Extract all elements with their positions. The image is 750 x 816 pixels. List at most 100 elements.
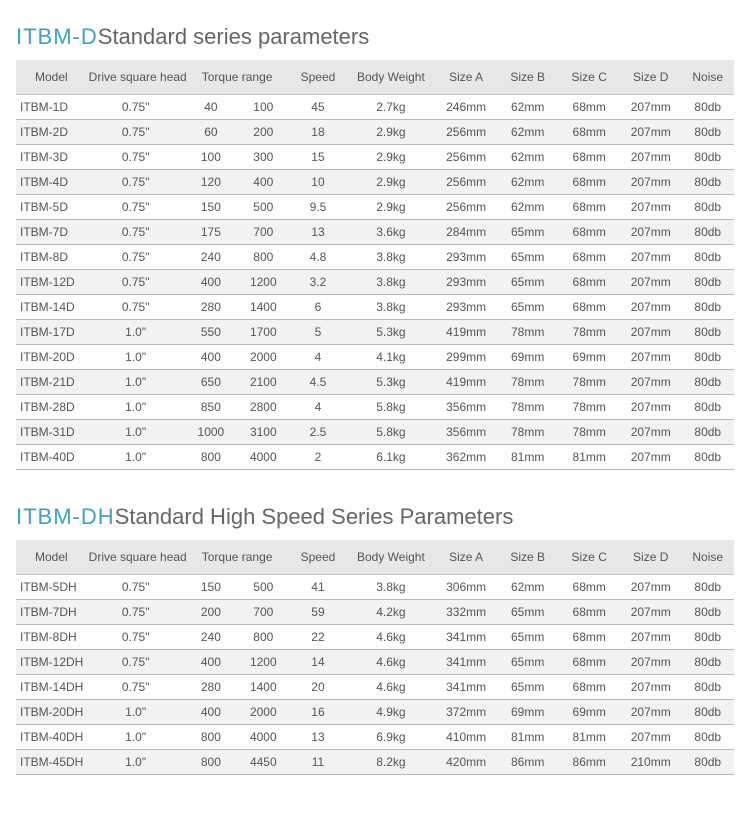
- cell: 80db: [681, 420, 734, 445]
- cell: 240: [185, 625, 237, 650]
- cell: 6.1kg: [346, 445, 435, 470]
- cell: 207mm: [620, 370, 682, 395]
- cell: 256mm: [435, 145, 497, 170]
- cell: ITBM-20D: [16, 345, 87, 370]
- table-row: ITBM-8DH0.75"240800224.6kg341mm65mm68mm2…: [16, 625, 734, 650]
- cell: 80db: [681, 575, 734, 600]
- cell: 500: [237, 575, 289, 600]
- th-noise: Noise: [681, 540, 734, 575]
- cell: 332mm: [435, 600, 497, 625]
- th-noise: Noise: [681, 60, 734, 95]
- cell: 68mm: [558, 600, 620, 625]
- cell: 300: [237, 145, 289, 170]
- th-speed: Speed: [290, 540, 347, 575]
- cell: 800: [237, 625, 289, 650]
- cell: 18: [290, 120, 347, 145]
- cell: ITBM-7D: [16, 220, 87, 245]
- cell: 4.6kg: [346, 625, 435, 650]
- cell: 80db: [681, 270, 734, 295]
- table-row: ITBM-20DH1.0"4002000164.9kg372mm69mm69mm…: [16, 700, 734, 725]
- table-row: ITBM-8D0.75"2408004.83.8kg293mm65mm68mm2…: [16, 245, 734, 270]
- cell: 1.0": [87, 370, 185, 395]
- cell: 207mm: [620, 145, 682, 170]
- cell: 1700: [237, 320, 289, 345]
- table-row: ITBM-21D1.0"65021004.55.3kg419mm78mm78mm…: [16, 370, 734, 395]
- table-row: ITBM-12D0.75"40012003.23.8kg293mm65mm68m…: [16, 270, 734, 295]
- cell: 69mm: [497, 345, 559, 370]
- cell: 800: [185, 750, 237, 775]
- cell: 0.75": [87, 575, 185, 600]
- cell: ITBM-8DH: [16, 625, 87, 650]
- cell: 0.75": [87, 625, 185, 650]
- cell: 1000: [185, 420, 237, 445]
- cell: 207mm: [620, 170, 682, 195]
- cell: 4000: [237, 445, 289, 470]
- cell: ITBM-7DH: [16, 600, 87, 625]
- cell: 4.9kg: [346, 700, 435, 725]
- cell: 419mm: [435, 320, 497, 345]
- th-torque: Torque range: [185, 540, 290, 575]
- title-prefix: ITBM-D: [16, 24, 98, 49]
- cell: 207mm: [620, 270, 682, 295]
- cell: 5: [290, 320, 347, 345]
- cell: 1.0": [87, 750, 185, 775]
- cell: 0.75": [87, 675, 185, 700]
- table-row: ITBM-5D0.75"1505009.52.9kg256mm62mm68mm2…: [16, 195, 734, 220]
- cell: 68mm: [558, 625, 620, 650]
- cell: 550: [185, 320, 237, 345]
- cell: 0.75": [87, 145, 185, 170]
- cell: 0.75": [87, 600, 185, 625]
- table-row: ITBM-45DH1.0"8004450118.2kg420mm86mm86mm…: [16, 750, 734, 775]
- cell: 68mm: [558, 295, 620, 320]
- cell: 850: [185, 395, 237, 420]
- cell: 10: [290, 170, 347, 195]
- cell: 80db: [681, 395, 734, 420]
- cell: 4.5: [290, 370, 347, 395]
- cell: 81mm: [558, 725, 620, 750]
- cell: 15: [290, 145, 347, 170]
- cell: 68mm: [558, 170, 620, 195]
- table-row: ITBM-20D1.0"400200044.1kg299mm69mm69mm20…: [16, 345, 734, 370]
- table-itbm-d: Model Drive square head Torque range Spe…: [16, 60, 734, 470]
- cell: 2.9kg: [346, 145, 435, 170]
- cell: 280: [185, 295, 237, 320]
- th-size-d: Size D: [620, 60, 682, 95]
- cell: 81mm: [558, 445, 620, 470]
- cell: 80db: [681, 195, 734, 220]
- cell: 78mm: [497, 395, 559, 420]
- cell: 8.2kg: [346, 750, 435, 775]
- cell: 400: [185, 700, 237, 725]
- cell: 3.6kg: [346, 220, 435, 245]
- cell: 800: [185, 725, 237, 750]
- cell: 80db: [681, 220, 734, 245]
- cell: 100: [237, 95, 289, 120]
- cell: 207mm: [620, 120, 682, 145]
- cell: 78mm: [497, 420, 559, 445]
- cell: 68mm: [558, 145, 620, 170]
- cell: 0.75": [87, 245, 185, 270]
- cell: 78mm: [558, 370, 620, 395]
- cell: 1400: [237, 675, 289, 700]
- cell: 13: [290, 220, 347, 245]
- cell: 1.0": [87, 320, 185, 345]
- cell: 68mm: [558, 675, 620, 700]
- table-row: ITBM-28D1.0"850280045.8kg356mm78mm78mm20…: [16, 395, 734, 420]
- cell: 2: [290, 445, 347, 470]
- cell: 207mm: [620, 675, 682, 700]
- cell: 62mm: [497, 195, 559, 220]
- cell: 419mm: [435, 370, 497, 395]
- cell: 62mm: [497, 145, 559, 170]
- cell: 207mm: [620, 700, 682, 725]
- cell: 68mm: [558, 120, 620, 145]
- cell: 293mm: [435, 295, 497, 320]
- cell: 1.0": [87, 420, 185, 445]
- cell: 6: [290, 295, 347, 320]
- cell: 3.8kg: [346, 245, 435, 270]
- cell: 356mm: [435, 420, 497, 445]
- cell: 207mm: [620, 600, 682, 625]
- cell: 80db: [681, 675, 734, 700]
- cell: 700: [237, 220, 289, 245]
- cell: 207mm: [620, 95, 682, 120]
- cell: 41: [290, 575, 347, 600]
- cell: 100: [185, 145, 237, 170]
